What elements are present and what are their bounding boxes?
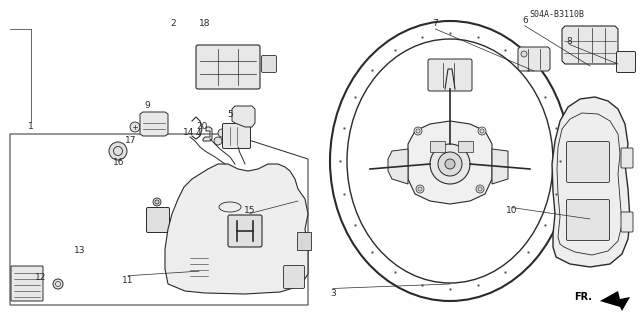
Text: 10: 10 — [506, 206, 518, 215]
Polygon shape — [232, 106, 255, 127]
Circle shape — [521, 51, 527, 57]
Text: 11: 11 — [122, 276, 134, 285]
FancyBboxPatch shape — [566, 199, 609, 241]
FancyBboxPatch shape — [428, 59, 472, 91]
Text: 3: 3 — [330, 289, 335, 298]
FancyBboxPatch shape — [297, 232, 311, 250]
Text: 4: 4 — [196, 130, 201, 138]
FancyBboxPatch shape — [147, 207, 170, 233]
Circle shape — [214, 137, 222, 145]
Text: FR.: FR. — [574, 292, 592, 302]
FancyBboxPatch shape — [196, 45, 260, 89]
Polygon shape — [492, 149, 508, 184]
Circle shape — [53, 279, 63, 289]
FancyBboxPatch shape — [566, 142, 609, 182]
Text: 6: 6 — [522, 16, 527, 25]
Text: 2: 2 — [170, 19, 175, 28]
FancyBboxPatch shape — [621, 148, 633, 168]
Text: 12: 12 — [35, 273, 46, 282]
FancyBboxPatch shape — [186, 249, 211, 280]
Text: 15: 15 — [244, 206, 255, 215]
Circle shape — [445, 159, 455, 169]
FancyBboxPatch shape — [11, 266, 43, 301]
FancyBboxPatch shape — [262, 56, 276, 72]
Circle shape — [218, 129, 226, 137]
Text: 20: 20 — [196, 122, 207, 130]
Polygon shape — [518, 47, 550, 71]
Text: 17: 17 — [125, 136, 137, 145]
Polygon shape — [203, 127, 212, 141]
Text: 9: 9 — [145, 101, 150, 110]
Circle shape — [438, 152, 462, 176]
Polygon shape — [552, 97, 630, 267]
Circle shape — [476, 185, 484, 193]
Text: 8: 8 — [567, 37, 572, 46]
FancyBboxPatch shape — [616, 51, 636, 72]
Text: S04A-B3110B: S04A-B3110B — [529, 10, 584, 19]
Circle shape — [109, 142, 127, 160]
Text: 13: 13 — [74, 246, 86, 255]
Polygon shape — [600, 291, 630, 311]
Polygon shape — [140, 112, 168, 136]
FancyBboxPatch shape — [223, 123, 250, 149]
FancyBboxPatch shape — [429, 140, 445, 152]
Circle shape — [416, 185, 424, 193]
Circle shape — [130, 122, 140, 132]
FancyBboxPatch shape — [621, 212, 633, 232]
FancyBboxPatch shape — [284, 265, 305, 288]
Circle shape — [414, 127, 422, 135]
Text: 14: 14 — [183, 128, 195, 137]
Polygon shape — [562, 26, 618, 64]
Text: 18: 18 — [199, 19, 211, 28]
Polygon shape — [165, 164, 308, 294]
Polygon shape — [388, 149, 408, 184]
Circle shape — [478, 127, 486, 135]
FancyBboxPatch shape — [458, 140, 472, 152]
Circle shape — [430, 144, 470, 184]
Text: 1: 1 — [28, 122, 33, 130]
FancyBboxPatch shape — [228, 215, 262, 247]
Polygon shape — [408, 121, 492, 204]
Text: 5: 5 — [228, 110, 233, 119]
Circle shape — [153, 198, 161, 206]
Text: 7: 7 — [433, 19, 438, 28]
Text: 16: 16 — [113, 158, 124, 167]
